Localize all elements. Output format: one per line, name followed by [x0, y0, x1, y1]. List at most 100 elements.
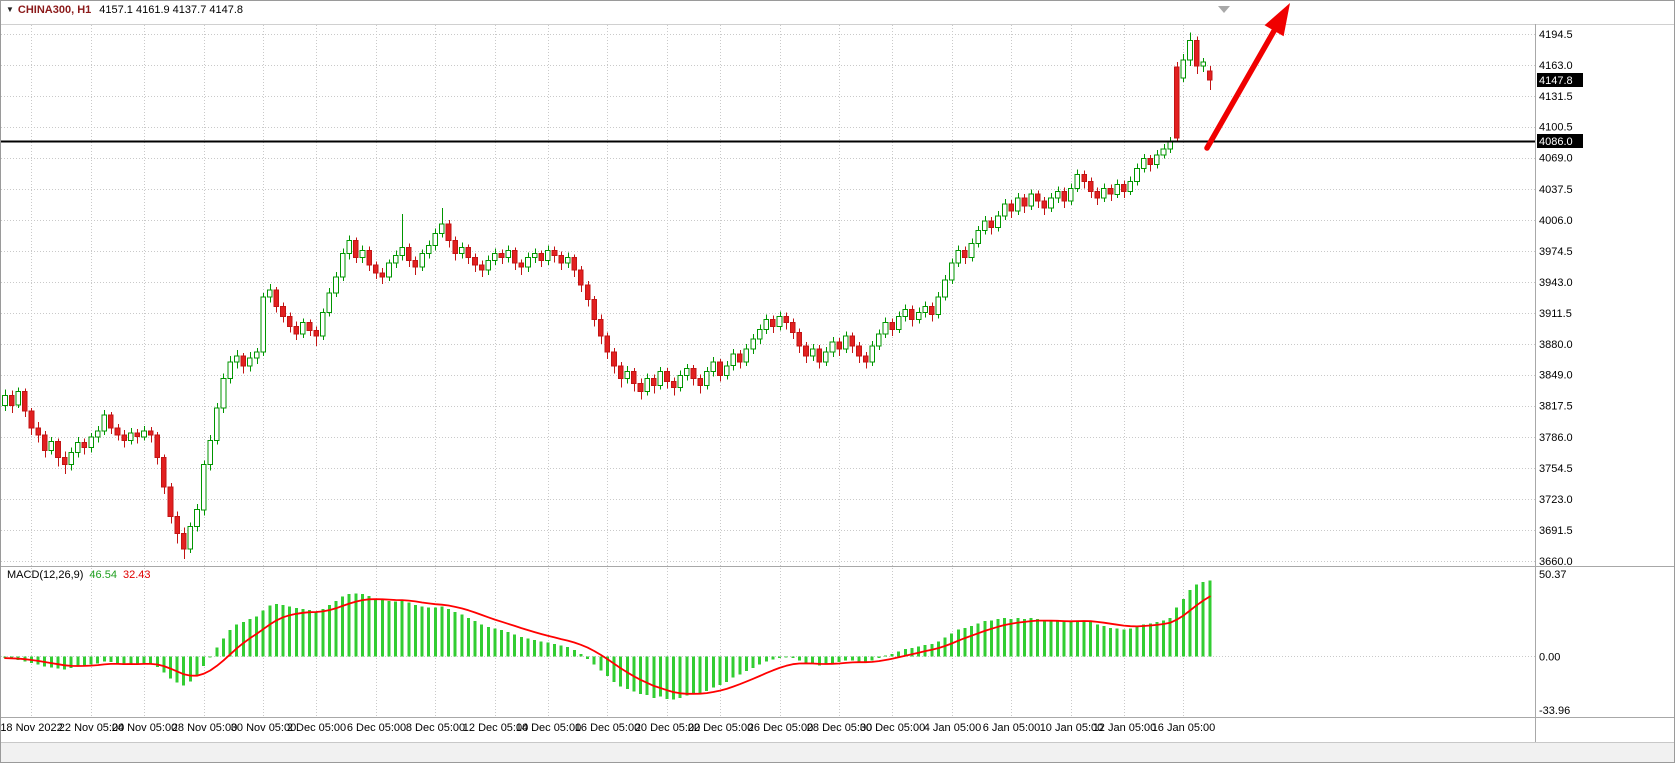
macd-bar	[63, 656, 67, 670]
macd-bar	[149, 656, 153, 664]
candle-body	[1193, 39, 1200, 67]
macd-bar	[1155, 622, 1159, 657]
candle-body	[816, 348, 823, 363]
candle	[604, 332, 611, 359]
candle-body	[545, 249, 551, 261]
macd-signal-value: 32.43	[122, 569, 151, 581]
candle	[889, 318, 895, 337]
macd-bar	[764, 656, 768, 662]
macd-bar	[513, 634, 517, 657]
candle	[485, 255, 492, 276]
macd-bar	[460, 614, 464, 657]
candle	[770, 315, 776, 334]
candle-body	[617, 365, 624, 380]
candle-body	[942, 279, 948, 298]
candle-body	[1140, 158, 1147, 170]
candle	[505, 245, 511, 263]
candle-body	[836, 341, 842, 350]
macd-bar	[380, 600, 384, 657]
candle-body	[359, 249, 366, 258]
macd-bar	[486, 627, 490, 657]
candle-body	[670, 381, 677, 389]
candle-body	[1101, 187, 1107, 199]
macd-bar	[142, 656, 146, 664]
macd-bar	[228, 630, 232, 657]
candle-body	[280, 306, 286, 318]
candle-body	[1087, 180, 1094, 192]
macd-bar	[69, 656, 73, 669]
candle-body	[194, 509, 200, 528]
candle	[48, 436, 55, 455]
macd-bar	[175, 656, 179, 683]
candle	[518, 259, 525, 276]
candle-body	[578, 269, 584, 286]
trend-arrow-head[interactable]	[1264, 3, 1290, 37]
candle-body	[267, 289, 273, 298]
candle-body	[161, 457, 167, 488]
chart-shift-marker[interactable]	[1218, 6, 1230, 13]
candle-body	[690, 368, 697, 380]
price-axis-label: 3943.0	[1539, 277, 1573, 289]
candle-body	[300, 321, 306, 335]
macd-bar	[327, 604, 331, 657]
macd-bar	[109, 656, 113, 663]
macd-bar	[155, 656, 159, 667]
candle	[41, 430, 48, 458]
macd-bar	[1195, 584, 1199, 657]
macd-bar	[539, 641, 543, 657]
candle-body	[8, 394, 15, 406]
candle	[703, 366, 710, 390]
candle-body	[61, 457, 68, 465]
macd-bar	[831, 656, 834, 663]
candle-body	[1054, 190, 1061, 199]
candle	[895, 311, 902, 334]
candle-body	[876, 333, 882, 347]
macd-bar	[407, 602, 411, 657]
macd-bar	[1102, 626, 1106, 657]
macd-bar	[334, 600, 338, 657]
candle-body	[1160, 148, 1167, 156]
macd-bar	[82, 656, 86, 666]
candle	[425, 240, 432, 259]
candle	[445, 219, 452, 248]
trend-arrow-shaft[interactable]	[1204, 28, 1277, 151]
candle-body	[1207, 70, 1213, 81]
current-price-badge	[1537, 73, 1583, 87]
candle	[1193, 36, 1200, 74]
candle	[750, 334, 756, 354]
candle	[1160, 143, 1167, 159]
macd-bar	[811, 656, 815, 664]
candle-body	[346, 240, 352, 254]
macd-bar	[705, 656, 709, 691]
macd-bar	[553, 644, 556, 657]
candle	[1167, 137, 1173, 153]
candle	[419, 249, 425, 272]
symbol-dropdown-icon[interactable]: ▼	[6, 5, 14, 14]
candle	[538, 250, 545, 268]
candle	[1134, 163, 1140, 186]
candle	[876, 329, 882, 350]
candle	[492, 248, 498, 266]
candle-body	[1173, 66, 1180, 139]
symbol-timeframe-label: CHINA300, H1	[17, 4, 92, 16]
candle	[1094, 187, 1101, 206]
candle	[558, 251, 564, 271]
candle-body	[525, 256, 531, 268]
candle	[108, 412, 114, 434]
candle	[233, 350, 240, 369]
time-gridlines	[31, 25, 1184, 717]
candle	[187, 522, 194, 554]
price-axis-label: 4006.0	[1539, 215, 1573, 227]
candle	[982, 215, 988, 235]
macd-bar	[804, 656, 808, 663]
macd-bar	[725, 656, 729, 682]
trend-arrow[interactable]	[1204, 3, 1290, 151]
candle	[1021, 194, 1028, 213]
macd-bar	[208, 656, 212, 658]
candle-body	[929, 306, 935, 316]
macd-bar	[612, 656, 616, 682]
candle-body	[703, 371, 710, 387]
candle-body	[439, 223, 445, 235]
candle	[180, 527, 187, 559]
